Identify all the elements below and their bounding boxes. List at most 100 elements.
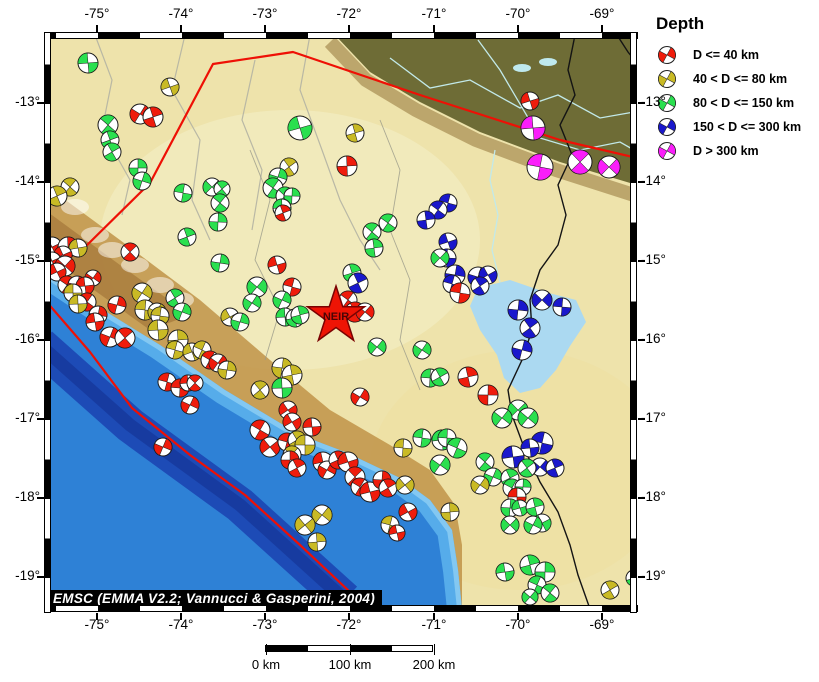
beachball-icon <box>658 46 676 64</box>
tick-right <box>638 418 645 420</box>
tick-bottom <box>264 613 266 620</box>
tick-bottom <box>180 613 182 620</box>
focal-mechanism <box>302 417 322 437</box>
focal-mechanism <box>545 458 565 478</box>
focal-mechanism <box>165 340 185 360</box>
focal-mechanism <box>523 515 543 535</box>
focal-mechanism <box>210 253 230 273</box>
focal-mechanism <box>68 294 88 314</box>
tick-left <box>37 576 44 578</box>
lat-label-left: -15° <box>15 252 40 267</box>
focal-mechanism <box>307 532 327 552</box>
river <box>477 39 635 151</box>
focal-mechanism <box>213 180 231 198</box>
focal-mechanism <box>287 115 313 141</box>
tick-top <box>433 25 435 32</box>
focal-mechanism <box>208 212 228 232</box>
tick-right <box>638 497 645 499</box>
tick-left <box>37 102 44 104</box>
beachball-icon <box>658 118 676 136</box>
focal-mechanism <box>249 419 271 441</box>
lon-label-bottom: -69° <box>589 617 615 632</box>
focal-mechanism <box>567 149 593 175</box>
focal-mechanism <box>412 428 432 448</box>
focal-mechanism <box>362 222 382 242</box>
focal-mechanism <box>294 514 316 536</box>
lat-label-right: -16° <box>641 331 666 346</box>
focal-mechanism <box>230 312 250 332</box>
focal-mechanism <box>378 213 398 233</box>
river <box>171 34 211 241</box>
lat-label-right: -15° <box>641 252 666 267</box>
scale-bar-tick <box>266 644 267 655</box>
focal-mechanism <box>107 295 127 315</box>
focal-mechanism <box>160 77 180 97</box>
tick-left <box>37 181 44 183</box>
lat-label-left: -19° <box>15 568 40 583</box>
scale-bar-label: 0 km <box>251 657 281 672</box>
tick-bottom <box>517 613 519 620</box>
tick-right <box>638 102 645 104</box>
focal-mechanism <box>438 232 458 252</box>
focal-mechanism <box>336 155 358 177</box>
tick-bottom <box>96 613 98 620</box>
lat-label-right: -14° <box>641 173 666 188</box>
focal-mechanism <box>393 438 413 458</box>
focal-mechanism <box>519 317 541 339</box>
legend-items: D <= 40 km 40 < D <= 80 km 80 < D <= 150 k… <box>653 43 819 163</box>
focal-mechanism <box>217 360 237 380</box>
focal-mechanism <box>114 327 136 349</box>
beachball-icon <box>658 70 676 88</box>
map-frame-right <box>630 32 637 613</box>
focal-mechanism <box>416 210 436 230</box>
focal-mechanism <box>520 91 540 111</box>
focal-mechanism <box>511 339 533 361</box>
focal-mechanism <box>470 475 490 495</box>
focal-mechanism <box>177 227 197 247</box>
focal-mechanism <box>477 384 499 406</box>
lon-label-top: -69° <box>589 6 615 21</box>
tick-bottom <box>433 613 435 620</box>
lon-label-bottom: -71° <box>421 617 447 632</box>
focal-mechanism <box>378 478 398 498</box>
lon-label-top: -74° <box>168 6 194 21</box>
focal-mechanism <box>540 583 560 603</box>
focal-mechanism <box>457 366 479 388</box>
lon-label-top: -71° <box>421 6 447 21</box>
legend-item: D > 300 km <box>653 139 819 163</box>
focal-mechanism <box>283 187 301 205</box>
legend-title: Depth <box>656 14 705 33</box>
tick-top <box>96 25 98 32</box>
attribution: EMSC (EMMA V2.2; Vannucci & Gasperini, 2… <box>48 590 383 608</box>
epicenter-star <box>305 283 367 343</box>
country-border <box>507 34 591 610</box>
legend-item-label: D > 300 km <box>693 144 759 158</box>
focal-mechanism <box>85 312 105 332</box>
focal-mechanism <box>491 407 513 429</box>
map-frame-left <box>44 32 51 613</box>
ocean <box>45 272 462 609</box>
focal-mechanism <box>501 445 525 469</box>
lon-label-top: -75° <box>84 6 110 21</box>
lon-label-top: -72° <box>336 6 362 21</box>
focal-mechanism <box>449 282 471 304</box>
legend-item-label: 40 < D <= 80 km <box>693 72 788 86</box>
focal-mechanism <box>429 454 451 476</box>
focal-mechanism <box>272 290 292 310</box>
focal-mechanism <box>68 238 88 258</box>
focal-mechanism <box>446 437 468 459</box>
lon-label-top: -70° <box>505 6 531 21</box>
tick-top <box>180 25 182 32</box>
lon-label-bottom: -75° <box>84 617 110 632</box>
tick-right <box>638 260 645 262</box>
focal-mechanism <box>274 204 292 222</box>
legend-item: 80 < D <= 150 km <box>653 91 819 115</box>
map-frame-bottom <box>44 605 638 612</box>
focal-mechanism <box>267 255 287 275</box>
focal-mechanism <box>470 276 490 296</box>
focal-mechanism <box>250 380 270 400</box>
focal-mechanism <box>398 502 418 522</box>
legend-item: 150 < D <= 300 km <box>653 115 819 139</box>
lon-label-top: -73° <box>252 6 278 21</box>
